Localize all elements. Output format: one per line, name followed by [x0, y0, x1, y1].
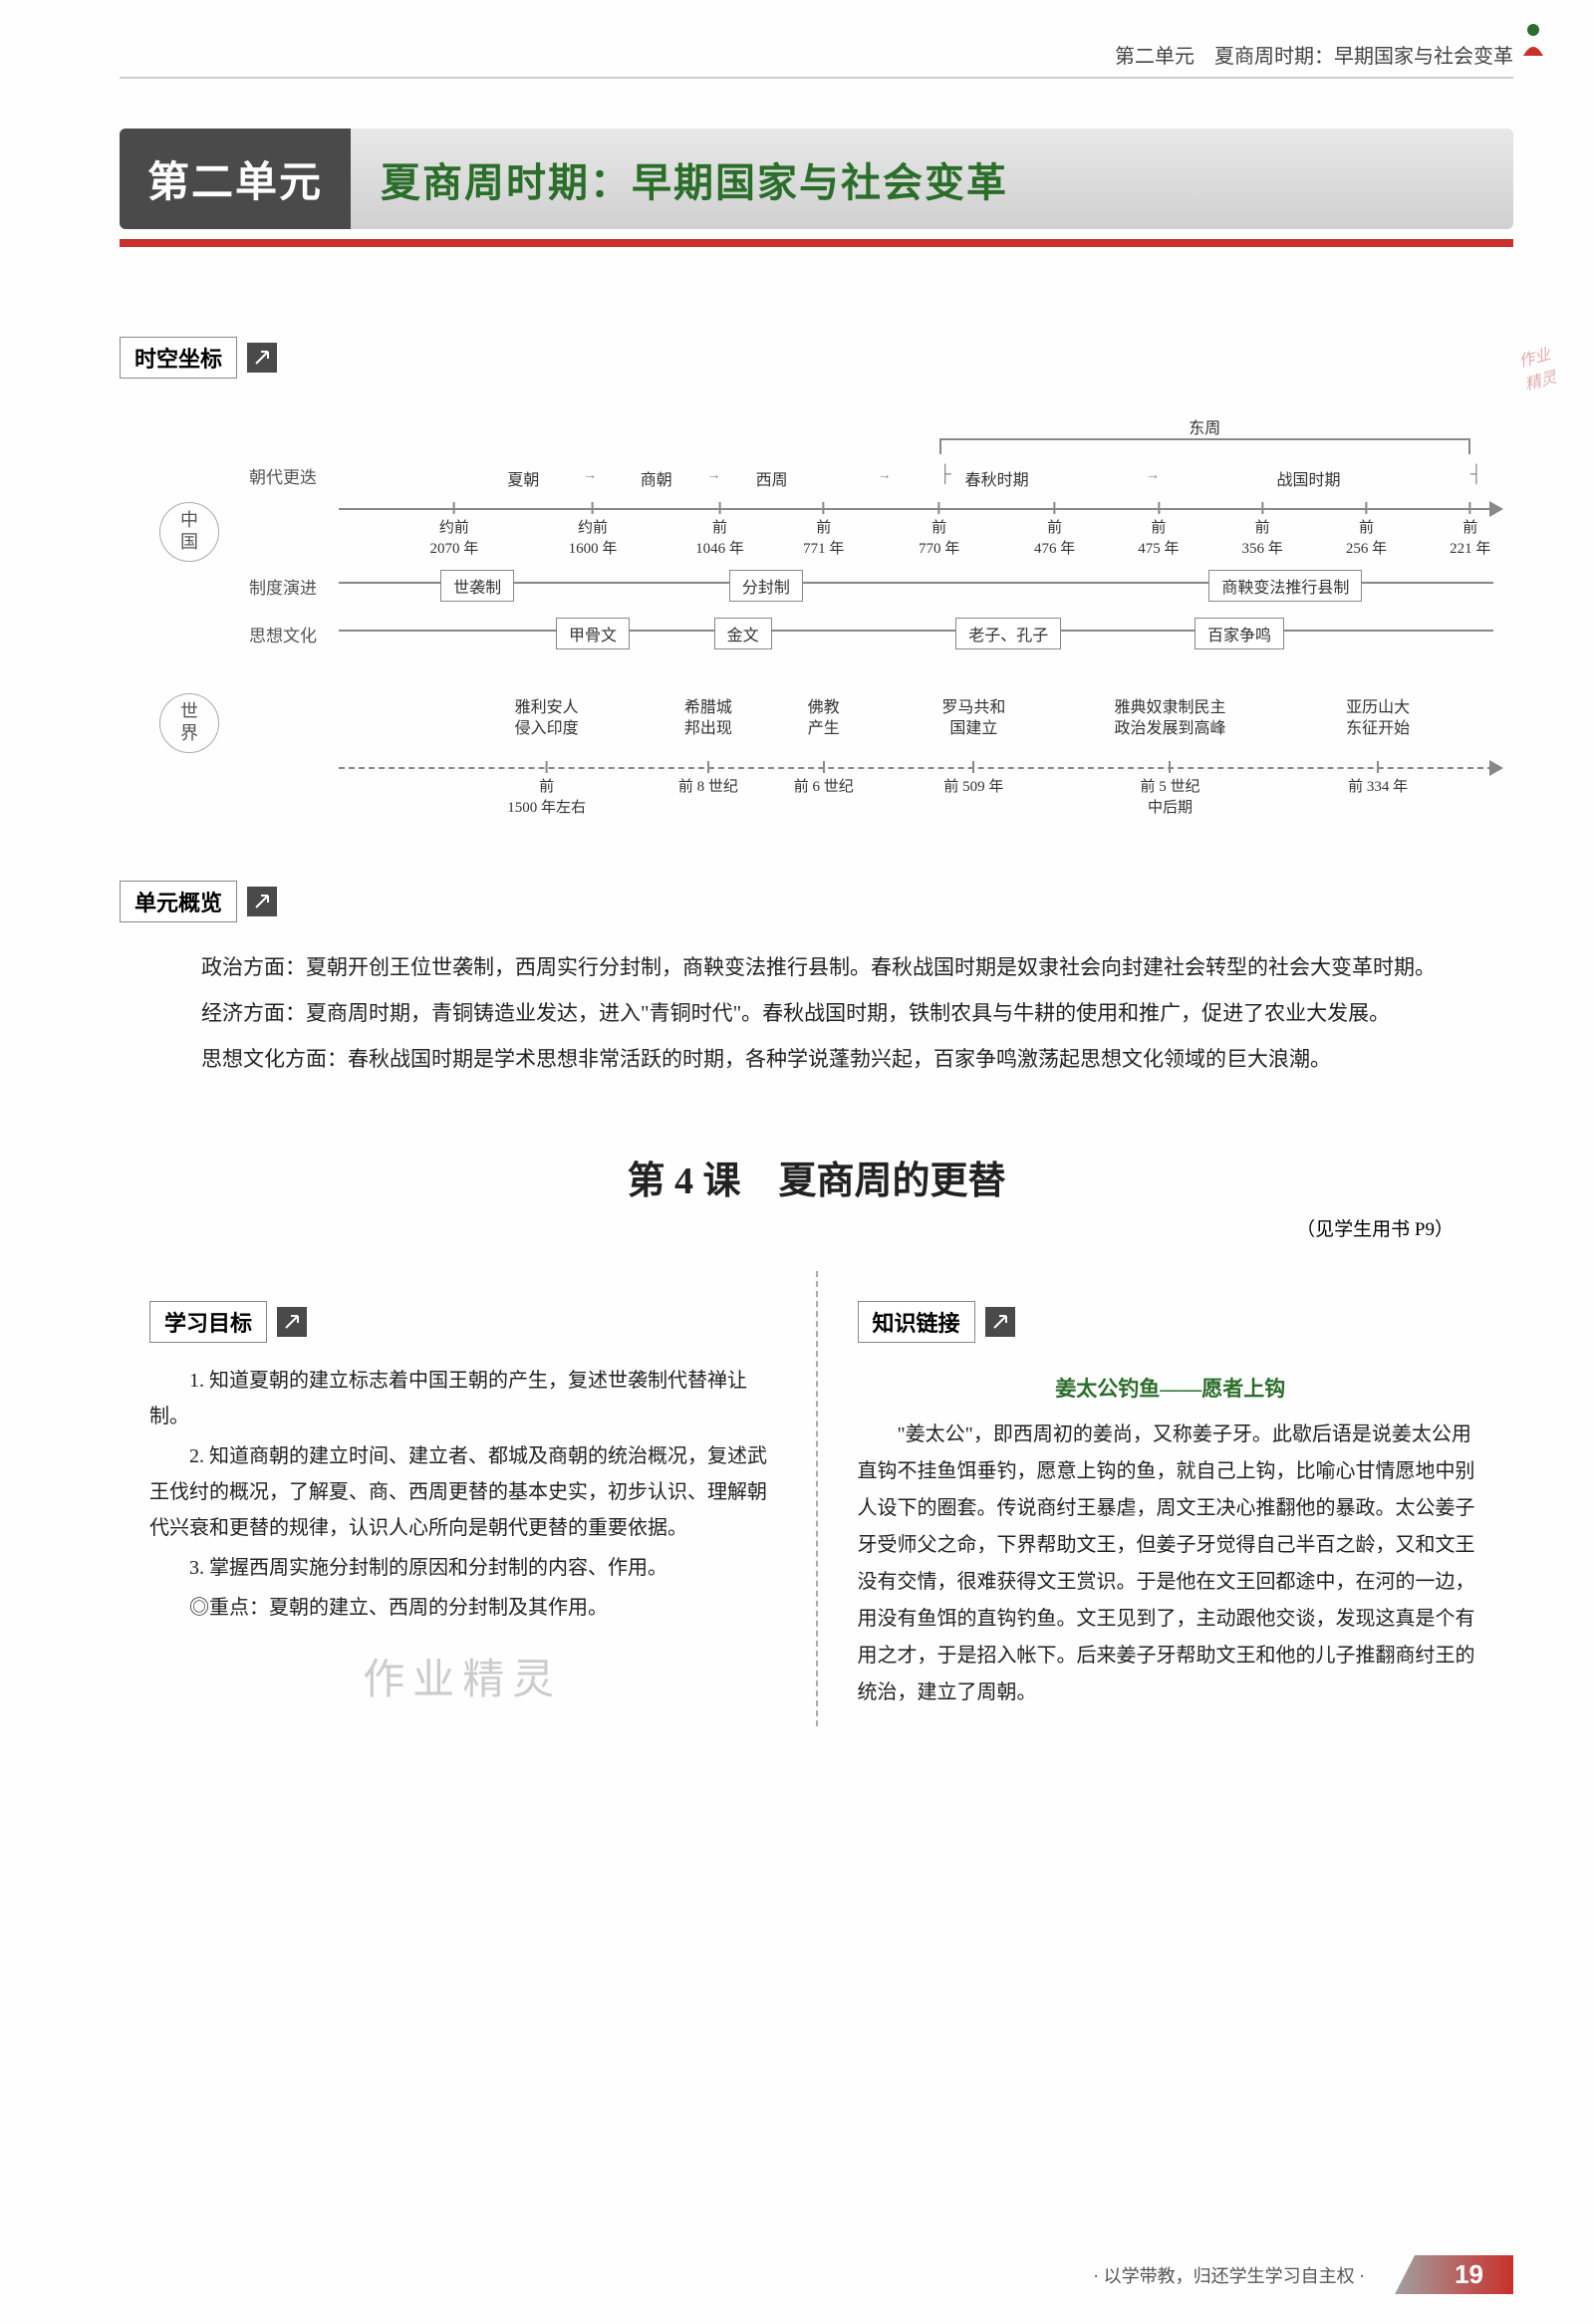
timeline-tick: 前770 年 [919, 502, 959, 558]
row-culture-label: 思想文化 [239, 622, 339, 646]
arrow-icon [277, 1307, 307, 1337]
goal-key: ◎重点：夏朝的建立、西周的分封制及其作用。 [149, 1590, 776, 1626]
culture-box: 老子、孔子 [955, 618, 1061, 649]
timeline-tick: 约前1600 年 [569, 502, 618, 558]
system-box: 世袭制 [440, 570, 514, 602]
row-dynasty-label: 朝代更迭 [239, 463, 339, 488]
goal-1: 1. 知道夏朝的建立标志着中国王朝的产生，复述世袭制代替禅让制。 [149, 1363, 776, 1434]
timeline-tick: 约前2070 年 [430, 502, 479, 558]
goal-3: 3. 掌握西周实施分封制的原因和分封制的内容、作用。 [149, 1550, 776, 1586]
timeline-tick: 前1046 年 [695, 502, 744, 558]
world-event: 罗马共和 国建立 [941, 698, 1005, 740]
world-event: 雅利安人 侵入印度 [515, 698, 579, 740]
unit-banner: 第二单元 夏商周时期：早期国家与社会变革 [120, 129, 1513, 229]
china-circle: 中 国 [159, 502, 219, 562]
section-timeline-label: 时空坐标 [120, 337, 277, 379]
timeline-tick: 前475 年 [1138, 502, 1179, 558]
world-event: 雅典奴隶制民主 政治发展到高峰 [1114, 698, 1225, 740]
world-tick: 前 6 世纪 [794, 761, 854, 796]
dynasty-label: 战国时期 [1277, 466, 1341, 490]
goal-2: 2. 知道商朝的建立时间、建立者、都城及商朝的统治概况，复述武王伐纣的概况，了解… [149, 1438, 776, 1546]
arrow-icon [247, 343, 277, 373]
section-overview-label: 单元概览 [120, 881, 277, 922]
overview-p1: 政治方面：夏朝开创王位世袭制，西周实行分封制，商鞅变法推行县制。春秋战国时期是奴… [159, 948, 1473, 988]
person-logo-icon [1513, 20, 1553, 60]
row-system-label: 制度演进 [239, 574, 339, 599]
arrow-bar [120, 239, 1513, 247]
lesson-ref: （见学生用书 P9） [120, 1214, 1454, 1241]
timeline-tick: 前256 年 [1346, 502, 1387, 558]
culture-box: 甲骨文 [556, 618, 630, 649]
page-number: 19 [1395, 2255, 1513, 2294]
world-event: 佛教 产生 [808, 698, 840, 740]
system-box: 分封制 [729, 570, 803, 602]
unit-title: 夏商周时期：早期国家与社会变革 [381, 150, 1008, 208]
footer: · 以学带教，归还学生学习自主权 · 19 [0, 2255, 1593, 2294]
world-event: 亚历山大 东征开始 [1346, 698, 1410, 740]
timeline-tick: 前476 年 [1034, 502, 1075, 558]
lesson-title: 第 4 课 夏商周的更替 [120, 1150, 1513, 1204]
world-tick: 前 509 年 [943, 761, 1003, 796]
stamp-watermark: 作业 精灵 [1515, 341, 1558, 395]
timeline-tick: 前356 年 [1242, 502, 1283, 558]
dynasty-label: 西周 [756, 466, 788, 490]
watermark: 作业精灵 [149, 1646, 776, 1706]
arrow-icon [985, 1307, 1015, 1337]
section-goals-label: 学习目标 [149, 1301, 307, 1343]
arrow-icon [247, 887, 277, 916]
section-links-label: 知识链接 [858, 1301, 1015, 1343]
dynasty-label: 春秋时期 [965, 466, 1029, 490]
world-tick: 前 5 世纪 中后期 [1140, 761, 1199, 817]
world-tick: 前 8 世纪 [678, 761, 738, 796]
world-circle: 世 界 [159, 693, 219, 753]
world-tick: 前 1500 年左右 [507, 761, 586, 817]
overview-p3: 思想文化方面：春秋战国时期是学术思想非常活跃的时期，各种学说蓬勃兴起，百家争鸣激… [159, 1040, 1473, 1080]
dynasty-label: 商朝 [641, 466, 672, 490]
culture-box: 百家争鸣 [1195, 618, 1284, 649]
culture-box: 金文 [714, 618, 772, 649]
eastern-zhou-label: 东周 [1189, 414, 1220, 438]
timeline-diagram: 东周 朝代更迭 夏朝商朝→西周→春秋时期→战国时期→├┤ 中 国 约前2070 … [139, 418, 1493, 821]
link-body: "姜太公"，即西周初的姜尚，又称姜子牙。此歇后语是说姜太公用直钩不挂鱼饵垂钓，愿… [858, 1417, 1484, 1711]
system-box: 商鞅变法推行县制 [1208, 570, 1362, 602]
timeline-tick: 前771 年 [803, 502, 844, 558]
footer-motto: · 以学带教，归还学生学习自主权 · [1093, 2262, 1365, 2288]
overview-p2: 经济方面：夏商周时期，青铜铸造业发达，进入"青铜时代"。春秋战国时期，铁制农具与… [159, 994, 1473, 1034]
breadcrumb: 第二单元 夏商周时期：早期国家与社会变革 [1115, 46, 1513, 68]
world-tick: 前 334 年 [1348, 761, 1408, 796]
dynasty-label: 夏朝 [507, 466, 539, 490]
timeline-tick: 前221 年 [1450, 502, 1490, 558]
world-event: 希腊城 邦出现 [684, 698, 732, 740]
link-subtitle: 姜太公钓鱼——愿者上钩 [858, 1373, 1484, 1403]
unit-tag: 第二单元 [120, 129, 351, 229]
